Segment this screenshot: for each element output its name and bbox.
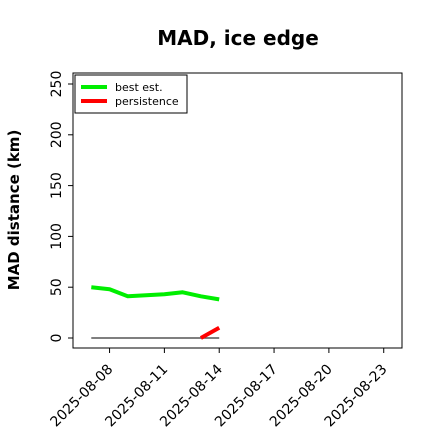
legend-label: persistence bbox=[115, 95, 179, 108]
chart-title: MAD, ice edge bbox=[157, 26, 319, 50]
series-line-best-est bbox=[91, 285, 220, 302]
y-tick-label: 50 bbox=[49, 278, 65, 296]
plot-area: 0501001502002502025-08-082025-08-112025-… bbox=[48, 71, 403, 430]
y-tick-label: 250 bbox=[49, 71, 65, 98]
series-line-persistence bbox=[199, 326, 221, 340]
y-axis-label: MAD distance (km) bbox=[5, 130, 23, 291]
legend-box bbox=[74, 74, 188, 114]
y-tick-label: 0 bbox=[49, 334, 65, 343]
y-tick-label: 150 bbox=[49, 172, 65, 199]
y-tick-label: 100 bbox=[49, 223, 65, 250]
plot-frame bbox=[72, 72, 403, 349]
legend-label: best est. bbox=[115, 81, 163, 94]
y-tick-label: 200 bbox=[49, 121, 65, 148]
